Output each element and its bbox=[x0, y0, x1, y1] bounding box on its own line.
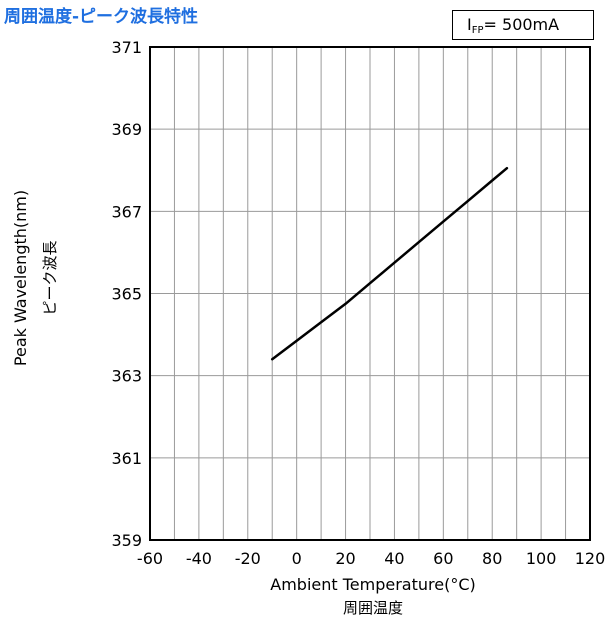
condition-subscript: FP bbox=[471, 25, 484, 36]
series-layer bbox=[270, 166, 509, 361]
x-tick-label: 40 bbox=[384, 549, 404, 568]
x-tick-label: 120 bbox=[575, 549, 606, 568]
y-tick-label: 365 bbox=[111, 285, 142, 304]
x-tick-label: 0 bbox=[292, 549, 302, 568]
grid bbox=[150, 47, 590, 540]
y-tick-label: 369 bbox=[111, 120, 142, 139]
x-axis-label-jp: 周囲温度 bbox=[343, 599, 403, 617]
x-tick-label: -40 bbox=[186, 549, 212, 568]
x-tick-label: 60 bbox=[433, 549, 453, 568]
x-tick-label: -20 bbox=[235, 549, 261, 568]
x-tick-label: -60 bbox=[137, 549, 163, 568]
y-tick-label: 361 bbox=[111, 449, 142, 468]
tick-labels: -60 -40 -20 0 20 40 60 80 100 120 359 361 363 365 367 3… bbox=[111, 38, 605, 568]
x-tick-label: 20 bbox=[335, 549, 355, 568]
series-line bbox=[270, 166, 509, 361]
y-tick-label: 363 bbox=[111, 367, 142, 386]
y-axis-label: Peak Wavelength(nm) bbox=[11, 190, 30, 366]
x-axis-label: Ambient Temperature(°C) bbox=[270, 575, 475, 594]
y-tick-label: 371 bbox=[111, 38, 142, 57]
condition-symbol: I bbox=[467, 15, 472, 34]
chart-title: 周囲温度-ピーク波長特性 bbox=[4, 7, 199, 27]
y-axis-label-jp: ピーク波長 bbox=[41, 240, 59, 315]
condition-value: = 500mA bbox=[483, 15, 560, 34]
x-tick-label: 80 bbox=[482, 549, 502, 568]
y-tick-label: 359 bbox=[111, 531, 142, 550]
x-tick-label: 100 bbox=[526, 549, 557, 568]
condition-label: IFP= 500mA bbox=[452, 10, 594, 40]
plot-frame bbox=[149, 46, 591, 541]
y-tick-label: 367 bbox=[111, 202, 142, 221]
